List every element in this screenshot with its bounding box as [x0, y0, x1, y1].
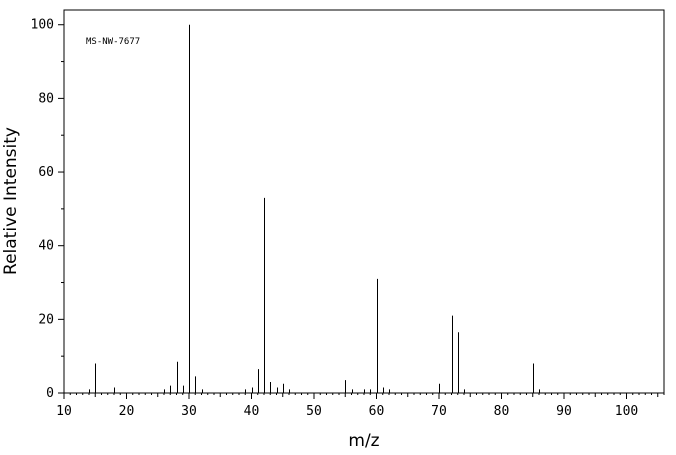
- y-tick-label: 100: [31, 18, 54, 33]
- x-tick-label: 90: [556, 404, 572, 419]
- x-tick-label: 60: [369, 404, 385, 419]
- y-tick-label: 20: [38, 312, 54, 327]
- y-tick-label: 80: [38, 91, 54, 106]
- x-tick-label: 80: [494, 404, 510, 419]
- y-axis-title: Relative Intensity: [1, 127, 21, 275]
- x-tick-label: 20: [119, 404, 135, 419]
- spectrum-peaks: [89, 24, 540, 393]
- x-tick-label: 40: [244, 404, 260, 419]
- x-tick-label: 70: [431, 404, 447, 419]
- y-tick-label: 0: [46, 386, 54, 401]
- x-tick-label: 10: [56, 404, 72, 419]
- x-tick-label: 100: [615, 404, 638, 419]
- y-tick-label: 60: [38, 165, 54, 180]
- plot-frame: [63, 9, 665, 394]
- x-tick-label: 30: [181, 404, 197, 419]
- x-axis-ticks: 10 20 30 40 50 60 70 80 90 100: [56, 393, 638, 419]
- x-axis-title: m/z: [348, 431, 379, 451]
- y-axis-ticks: 0 20 40 60 80 100: [31, 18, 64, 401]
- minor-ticks: [61, 61, 665, 397]
- sample-id-annotation: MS-NW-7677: [86, 37, 140, 47]
- x-tick-label: 50: [306, 404, 322, 419]
- y-tick-label: 40: [38, 239, 54, 254]
